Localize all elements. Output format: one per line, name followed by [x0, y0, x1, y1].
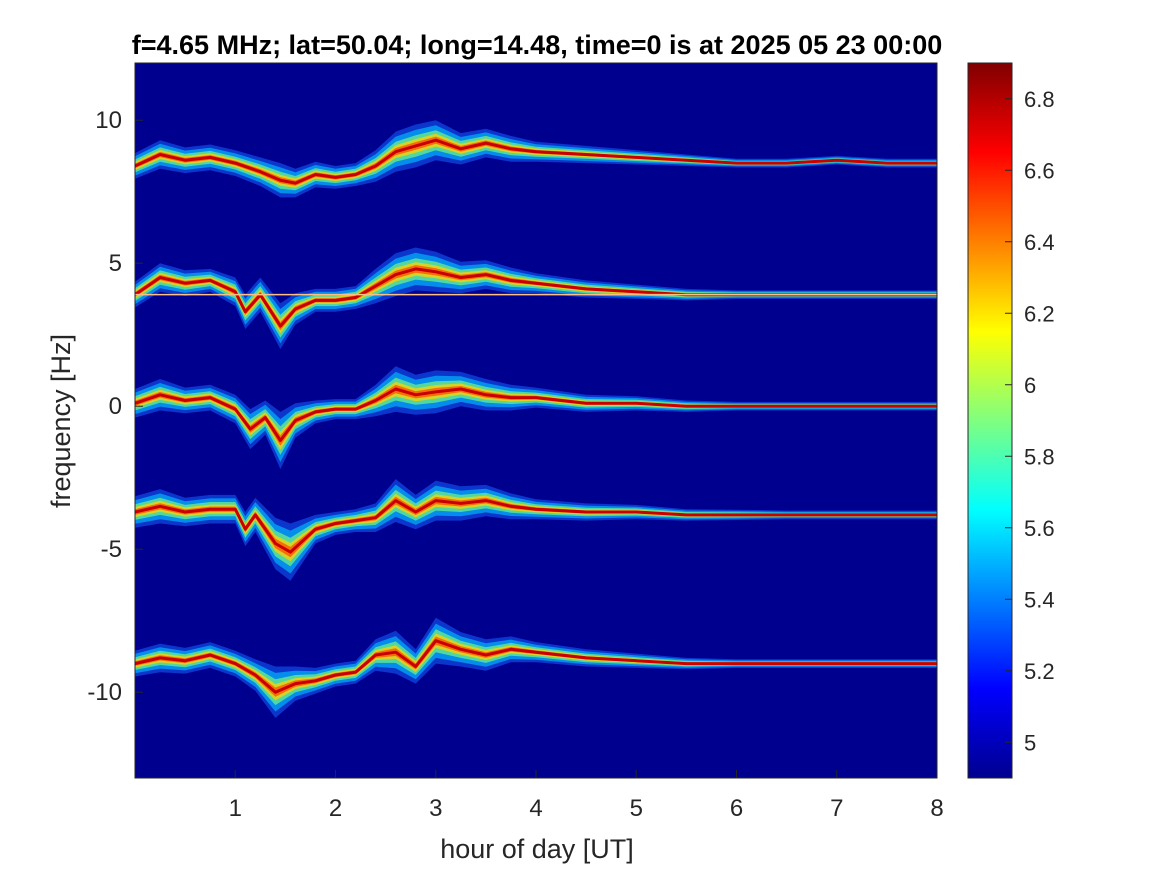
- colorbar-ticks: 6.8 6.6 6.4 6.2 6 5.8 5.6 5.4 5.2 5: [1005, 87, 1055, 755]
- y-axis: 10 5 0 -5 -10: [87, 107, 143, 706]
- trace-1-band-4: [135, 133, 937, 188]
- trace-3-ridge: [135, 387, 937, 442]
- trace-3-band-4: [135, 381, 937, 450]
- colorbar-tick-label: 6.4: [1024, 230, 1055, 255]
- y-tick-label: 0: [109, 393, 122, 420]
- colorbar-tick-label: 5.4: [1024, 587, 1055, 612]
- x-tick-label: 8: [930, 795, 943, 822]
- x-tick-label: 2: [329, 795, 342, 822]
- spectrogram-traces: [135, 120, 937, 718]
- colorbar-tick-label: 6.8: [1024, 87, 1055, 112]
- x-tick-label: 1: [229, 795, 242, 822]
- y-axis-label: frequency [Hz]: [46, 334, 76, 508]
- trace-2-band-2: [135, 252, 937, 344]
- colorbar: 6.8 6.6 6.4 6.2 6 5.8 5.6 5.4 5.2 5: [967, 62, 1055, 779]
- colorbar-tick-label: 5.2: [1024, 659, 1055, 684]
- colorbar-tick-label: 6.6: [1024, 158, 1055, 183]
- trace-4-ridge: [135, 499, 937, 554]
- y-tick-label: -10: [87, 679, 122, 706]
- colorbar-tick-label: 5: [1024, 730, 1036, 755]
- trace-4-band-4: [135, 493, 937, 562]
- x-axis: 1 2 3 4 5 6 7 8: [229, 770, 944, 822]
- y-tick-label: 10: [95, 107, 122, 134]
- x-axis-label: hour of day [UT]: [440, 834, 634, 864]
- colorbar-tick-label: 5.8: [1024, 444, 1055, 469]
- trace-1: [135, 120, 937, 198]
- colorbar-tick-label: 6: [1024, 373, 1036, 398]
- trace-4-band-3: [135, 489, 937, 567]
- y-tick-label: -5: [101, 536, 122, 563]
- trace-5-ridge: [135, 639, 937, 694]
- trace-4: [135, 479, 937, 581]
- x-tick-label: 7: [830, 795, 843, 822]
- colorbar-tick-label: 6.2: [1024, 301, 1055, 326]
- x-tick-label: 5: [630, 795, 643, 822]
- colorbar-tick-label: 5.6: [1024, 516, 1055, 541]
- y-tick-label: 5: [109, 250, 122, 277]
- trace-1-ridge: [135, 138, 937, 185]
- trace-4-band-2: [135, 484, 937, 574]
- plot-area: [134, 62, 938, 779]
- trace-5: [135, 617, 937, 718]
- chart-title: f=4.65 MHz; lat=50.04; long=14.48, time=…: [132, 30, 942, 60]
- colorbar-gradient: [967, 62, 1013, 779]
- trace-5-band-1: [135, 617, 937, 718]
- trace-3: [135, 366, 937, 470]
- x-tick-label: 3: [429, 795, 442, 822]
- x-tick-label: 4: [529, 795, 542, 822]
- x-tick-label: 6: [730, 795, 743, 822]
